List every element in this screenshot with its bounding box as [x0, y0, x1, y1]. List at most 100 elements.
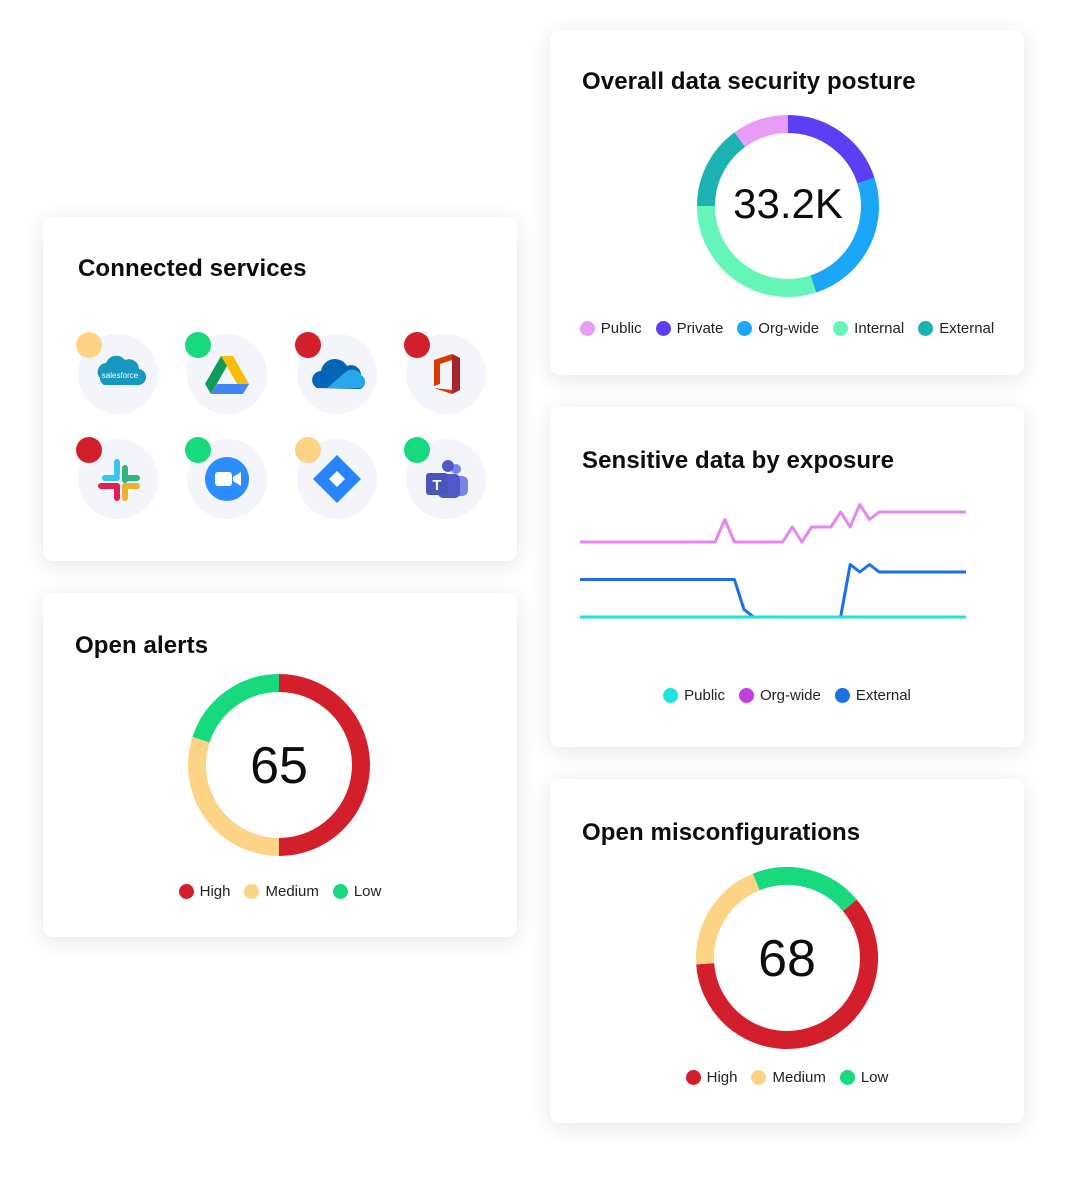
- alerts-card: Open alerts 65 High Medium Low: [43, 593, 517, 937]
- slack-service[interactable]: [76, 437, 158, 519]
- donut-slice-public: [734, 115, 789, 148]
- legend-item-org-wide: Org-wide: [737, 320, 819, 337]
- misconfig-title: Open misconfigurations: [582, 819, 861, 846]
- legend-item-org-wide: Org-wide: [738, 687, 821, 704]
- legend-label: High: [199, 883, 231, 900]
- legend-label: High: [706, 1069, 738, 1086]
- status-dot: [76, 437, 102, 463]
- legend-label: Org-wide: [759, 687, 821, 704]
- services-card: Connected services salesforce: [43, 217, 517, 561]
- status-dot: [404, 437, 430, 463]
- legend-label: Low: [353, 883, 382, 900]
- salesforce-service[interactable]: salesforce: [76, 332, 158, 414]
- donut-slice-medium: [696, 873, 760, 965]
- jira-service[interactable]: [295, 437, 377, 519]
- posture-legend: Public Private Org-wide Internal External: [550, 320, 1024, 337]
- legend-dot: [738, 688, 754, 703]
- posture-value: 33.2K: [733, 180, 843, 227]
- google-drive-service[interactable]: [185, 332, 267, 414]
- legend-label: Low: [860, 1069, 889, 1086]
- status-dot: [404, 332, 430, 358]
- status-dot: [295, 332, 321, 358]
- legend-dot: [833, 321, 849, 336]
- office-service[interactable]: [404, 332, 486, 414]
- exposure-legend: Public Org-wide External: [550, 687, 1024, 704]
- donut-slice-internal: [697, 205, 817, 297]
- salesforce-wordmark: salesforce: [102, 371, 139, 380]
- donut-slice-org-wide: [810, 177, 879, 293]
- office-icon: [434, 354, 460, 394]
- exposure-line-chart: [580, 503, 966, 619]
- series-line-external: [580, 563, 966, 619]
- jira-icon: [313, 455, 361, 503]
- legend-item-high: High: [685, 1069, 738, 1086]
- teams-service[interactable]: T: [404, 437, 486, 519]
- legend-item-public: Public: [579, 320, 642, 337]
- legend-dot: [751, 1070, 767, 1085]
- legend-label: Private: [676, 320, 724, 337]
- misconfig-value: 68: [758, 930, 816, 988]
- legend-item-public: Public: [663, 687, 725, 704]
- legend-dot: [663, 688, 679, 703]
- legend-item-low: Low: [332, 883, 382, 900]
- legend-item-external: External: [834, 687, 911, 704]
- legend-item-private: Private: [655, 320, 724, 337]
- donut-slice-external: [697, 132, 746, 207]
- donut-slice-low: [192, 674, 280, 743]
- legend-label: External: [939, 320, 995, 337]
- misconfig-card: Open misconfigurations 68 High Medium Low: [550, 779, 1024, 1123]
- posture-card: Overall data security posture 33.2K Publ…: [550, 30, 1024, 375]
- zoom-service[interactable]: [185, 437, 267, 519]
- status-dot: [185, 332, 211, 358]
- legend-dot: [178, 884, 194, 899]
- legend-label: External: [855, 687, 911, 704]
- legend-item-internal: Internal: [833, 320, 904, 337]
- alerts-legend: High Medium Low: [43, 883, 517, 900]
- legend-item-low: Low: [839, 1069, 889, 1086]
- legend-dot: [579, 321, 595, 336]
- legend-dot: [918, 321, 934, 336]
- zoom-icon: [205, 457, 249, 501]
- legend-label: Org-wide: [758, 320, 820, 337]
- donut-slice-medium: [188, 736, 280, 856]
- status-dot: [295, 437, 321, 463]
- legend-label: Public: [600, 320, 642, 337]
- status-dot: [185, 437, 211, 463]
- exposure-title: Sensitive data by exposure: [582, 447, 895, 474]
- salesforce-icon: salesforce: [97, 355, 147, 386]
- teams-icon: T: [426, 460, 468, 498]
- legend-label: Public: [684, 687, 725, 704]
- legend-dot: [834, 688, 850, 703]
- legend-item-external: External: [918, 320, 994, 337]
- alerts-donut: [188, 674, 370, 856]
- exposure-card: Sensitive data by exposure Public Org-wid…: [550, 407, 1024, 747]
- services-title: Connected services: [78, 255, 307, 282]
- legend-item-medium: Medium: [244, 883, 319, 900]
- onedrive-service[interactable]: [295, 332, 377, 414]
- legend-label: Internal: [854, 320, 905, 337]
- series-line-org-wide: [580, 503, 966, 544]
- legend-dot: [244, 884, 260, 899]
- legend-item-high: High: [178, 883, 231, 900]
- misconfig-donut: [696, 867, 878, 1049]
- legend-item-medium: Medium: [751, 1069, 826, 1086]
- misconfig-legend: High Medium Low: [550, 1069, 1024, 1086]
- slack-icon: [98, 459, 140, 501]
- posture-donut: [697, 115, 879, 297]
- legend-dot: [655, 321, 671, 336]
- alerts-title: Open alerts: [75, 632, 209, 659]
- donut-slice-high: [696, 899, 878, 1049]
- donut-slice-high: [278, 674, 370, 856]
- legend-dot: [332, 884, 348, 899]
- status-dot: [76, 332, 102, 358]
- alerts-value: 65: [250, 737, 308, 795]
- svg-text:T: T: [432, 477, 441, 494]
- donut-slice-low: [752, 867, 857, 912]
- donut-slice-private: [787, 115, 875, 184]
- legend-label: Medium: [772, 1069, 826, 1086]
- legend-dot: [839, 1070, 855, 1085]
- legend-dot: [737, 321, 753, 336]
- onedrive-icon: [312, 358, 365, 389]
- legend-label: Medium: [265, 883, 319, 900]
- posture-title: Overall data security posture: [582, 68, 916, 95]
